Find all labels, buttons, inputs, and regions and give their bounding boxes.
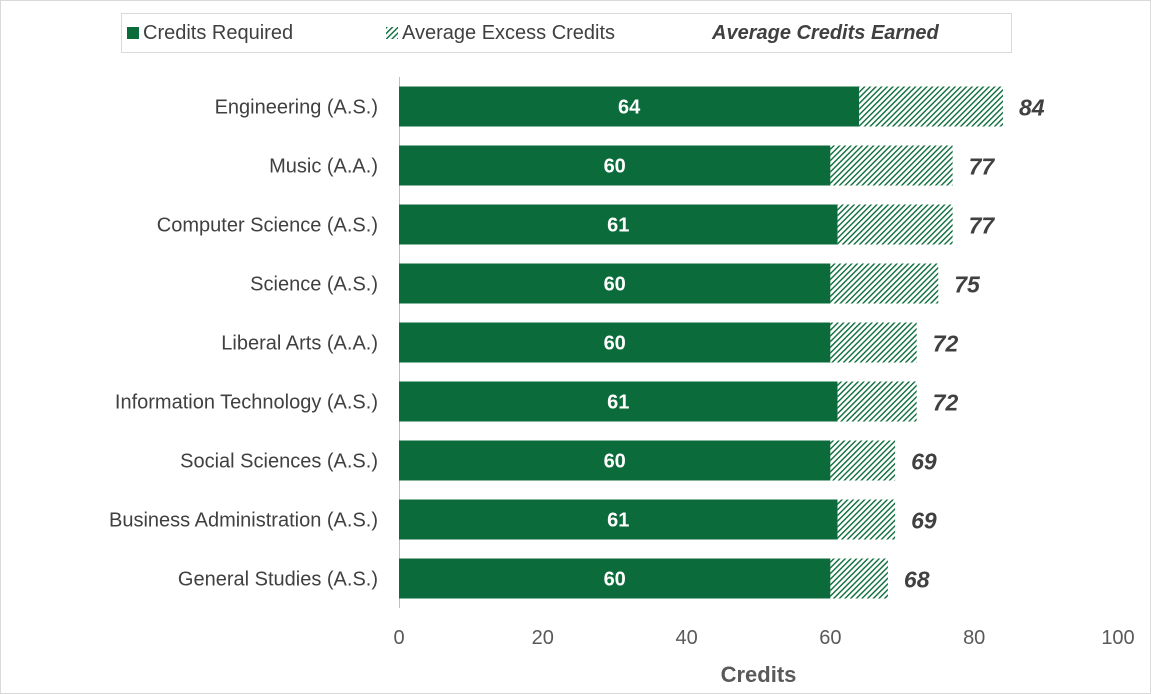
bar-credits-required: [399, 499, 838, 540]
data-label-credits-required: 60: [604, 274, 626, 296]
category-label: General Studies (A.S.): [178, 569, 378, 591]
data-label-credits-required: 60: [604, 569, 626, 591]
legend-item-average-excess-credits: Average Excess Credits: [386, 14, 615, 52]
legend-label: Average Credits Earned: [712, 21, 939, 44]
bar-average-excess-credits: [830, 440, 896, 481]
data-label-credits-required: 61: [607, 392, 629, 414]
chart-legend: Credits Required Average Excess Credits …: [121, 13, 1012, 53]
data-label-credits-required: 61: [607, 215, 629, 237]
data-label-credits-required: 64: [618, 97, 641, 119]
category-label: Science (A.S.): [250, 274, 378, 296]
x-tick-label: 20: [532, 627, 554, 649]
x-tick-label: 80: [963, 627, 985, 649]
bar-average-excess-credits: [837, 204, 953, 245]
bar-credits-required: [399, 381, 838, 422]
x-axis-label: Credits: [721, 662, 797, 687]
data-label-credits-required: 60: [604, 333, 626, 355]
x-tick-label: 60: [819, 627, 841, 649]
data-label-average-credits-earned: 68: [904, 567, 930, 593]
data-label-average-credits-earned: 77: [969, 154, 996, 180]
data-label-average-credits-earned: 75: [954, 272, 981, 298]
legend-item-credits-required: Credits Required: [127, 14, 293, 52]
data-label-average-credits-earned: 77: [969, 213, 996, 239]
bar-average-excess-credits: [859, 86, 1003, 127]
bar-credits-required: [399, 263, 831, 304]
bar-credits-required: [399, 204, 838, 245]
bar-average-excess-credits: [837, 381, 917, 422]
data-label-credits-required: 61: [607, 510, 629, 532]
plot-area: 0 20 40 60 80 100 Credits Engineering (A.S.) 64 8…: [109, 77, 1135, 687]
category-label: Liberal Arts (A.A.): [221, 333, 378, 355]
legend-swatch-hatched: [386, 27, 398, 39]
data-label-average-credits-earned: 69: [911, 508, 937, 534]
bar-average-excess-credits: [837, 499, 896, 540]
bar-credits-required: [399, 145, 831, 186]
bar-credits-required: [399, 86, 860, 127]
category-label: Music (A.A.): [269, 156, 378, 178]
legend-label: Credits Required: [143, 21, 294, 44]
x-tick-label: 40: [675, 627, 697, 649]
data-label-average-credits-earned: 72: [933, 390, 959, 416]
legend-label: Average Excess Credits: [402, 21, 616, 44]
category-label: Social Sciences (A.S.): [180, 451, 378, 473]
legend-swatch-solid: [127, 27, 139, 39]
bar-credits-required: [399, 558, 831, 599]
data-label-average-credits-earned: 84: [1019, 95, 1045, 121]
legend-item-average-credits-earned: Average Credits Earned: [712, 14, 939, 52]
x-tick-label: 0: [393, 627, 404, 649]
x-tick-label: 100: [1101, 627, 1134, 649]
bar-average-excess-credits: [830, 263, 939, 304]
data-label-credits-required: 60: [604, 451, 626, 473]
data-label-average-credits-earned: 69: [911, 449, 937, 475]
bar-credits-required: [399, 440, 831, 481]
category-label: Business Administration (A.S.): [109, 510, 378, 532]
bar-credits-required: [399, 322, 831, 363]
bar-average-excess-credits: [830, 558, 888, 599]
category-label: Computer Science (A.S.): [157, 215, 378, 237]
data-label-credits-required: 60: [604, 156, 626, 178]
data-label-average-credits-earned: 72: [933, 331, 959, 357]
category-label: Engineering (A.S.): [215, 97, 378, 119]
category-label: Information Technology (A.S.): [115, 392, 378, 414]
bar-average-excess-credits: [830, 145, 953, 186]
bar-average-excess-credits: [830, 322, 917, 363]
